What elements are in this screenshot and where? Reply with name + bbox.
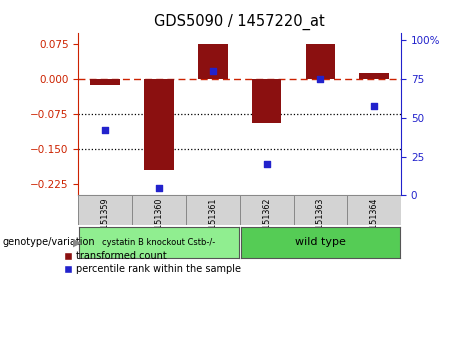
Text: GSM1151359: GSM1151359 [101,197,110,251]
Text: wild type: wild type [295,237,346,247]
Bar [294,195,347,225]
Bar [198,44,228,79]
Point [209,69,217,74]
Text: cystatin B knockout Cstb-/-: cystatin B knockout Cstb-/- [102,238,216,247]
Legend: transformed count, percentile rank within the sample: transformed count, percentile rank withi… [60,248,245,278]
Bar [186,195,240,225]
Text: ▶: ▶ [73,237,81,247]
Point [155,185,163,191]
Bar [252,79,281,123]
Bar [90,79,120,85]
Bar [144,79,174,170]
Point [263,162,270,167]
Bar [306,44,335,79]
Bar [240,195,294,225]
Bar [132,195,186,225]
Text: GSM1151362: GSM1151362 [262,197,271,251]
Point [371,103,378,109]
Text: GSM1151363: GSM1151363 [316,197,325,251]
Text: GSM1151360: GSM1151360 [154,197,164,251]
Text: GSM1151364: GSM1151364 [370,197,378,251]
Text: GSM1151361: GSM1151361 [208,197,217,251]
Point [317,76,324,82]
Point [101,127,109,133]
Bar [78,195,132,225]
Bar [347,195,401,225]
Text: genotype/variation: genotype/variation [2,237,95,247]
Title: GDS5090 / 1457220_at: GDS5090 / 1457220_at [154,14,325,30]
Bar [360,73,389,79]
